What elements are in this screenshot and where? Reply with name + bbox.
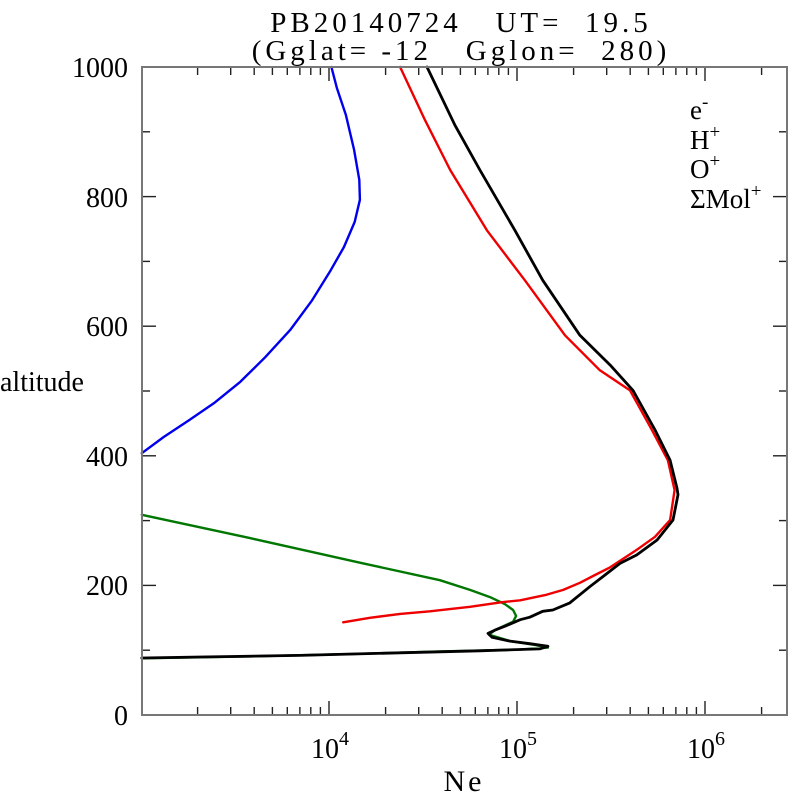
- series-electron-curve: [140, 65, 680, 660]
- x-tick-exponent: 6: [715, 728, 725, 750]
- legend-label: O: [690, 154, 710, 184]
- plot-title-line2: (Gglat= -12 Gglon= 280): [252, 35, 671, 67]
- series-o-plus-curve: [342, 65, 676, 624]
- legend-entry-h-plus: H+: [690, 122, 720, 155]
- legend-label: e: [690, 95, 702, 125]
- y-tick-label-600: 600: [86, 312, 128, 343]
- legend-label: ΣMol: [690, 184, 751, 214]
- y-tick-label-0: 0: [114, 701, 128, 732]
- plot-frame: [141, 66, 788, 716]
- y-tick-label-800: 800: [86, 183, 128, 214]
- plot-title-line1: PB20140724 UT= 19.5: [270, 7, 651, 39]
- y-axis-title: altitude: [0, 367, 84, 398]
- legend-entry-electron: e-: [690, 92, 708, 125]
- y-tick-label-1000: 1000: [72, 53, 128, 84]
- x-tick-label-1e5: 105: [499, 728, 537, 765]
- x-tick-base: 10: [687, 734, 715, 765]
- x-tick-label-1e6: 106: [687, 728, 725, 765]
- curves-layer: [140, 65, 680, 660]
- legend: e- H+ O+ ΣMol+: [690, 92, 761, 214]
- legend-entry-o-plus: O+: [690, 151, 720, 184]
- x-axis-title: Ne: [444, 765, 485, 796]
- legend-superscript: +: [751, 181, 762, 202]
- y-tick-label-200: 200: [86, 571, 128, 602]
- x-tick-base: 10: [499, 734, 527, 765]
- series-mol-plus-curve: [140, 513, 550, 660]
- x-tick-exponent: 5: [527, 728, 537, 750]
- legend-label: H: [690, 125, 710, 155]
- legend-superscript: +: [710, 122, 721, 143]
- series-h-plus-curve: [140, 65, 362, 455]
- legend-superscript: -: [702, 92, 708, 113]
- legend-superscript: +: [710, 151, 721, 172]
- legend-entry-mol-plus: ΣMol+: [690, 181, 761, 214]
- x-tick-exponent: 4: [339, 728, 349, 750]
- y-tick-label-400: 400: [86, 442, 128, 473]
- x-tick-label-1e4: 104: [311, 728, 349, 765]
- x-tick-base: 10: [311, 734, 339, 765]
